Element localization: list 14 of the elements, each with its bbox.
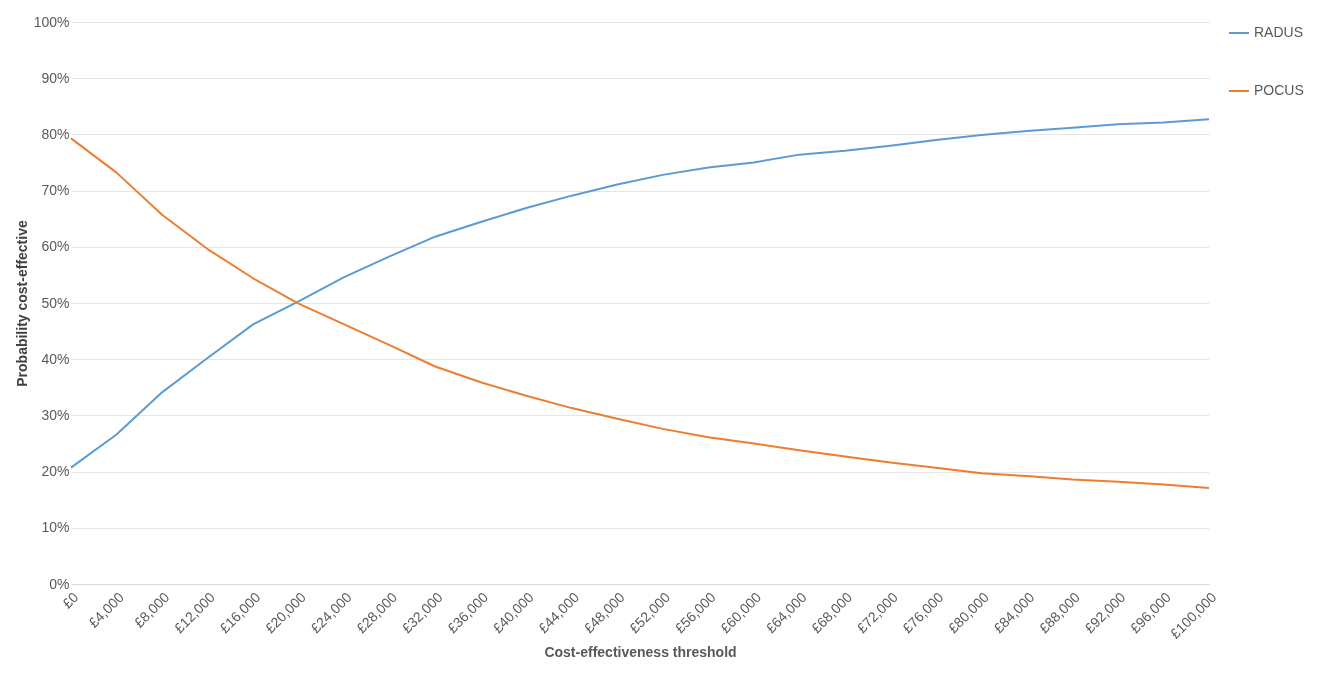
y-tick-label: 10%	[41, 519, 70, 536]
y-tick-label: 30%	[41, 406, 70, 423]
x-axis-title: Cost-effectiveness threshold	[544, 643, 737, 660]
y-tick-label: 60%	[41, 238, 70, 255]
y-tick-label: 90%	[41, 69, 70, 86]
y-tick-label: 50%	[41, 294, 70, 311]
legend-label: POCUS	[1254, 82, 1304, 98]
y-tick-label: 70%	[41, 182, 70, 199]
y-tick-label: 100%	[33, 13, 70, 30]
y-tick-label: 40%	[41, 350, 70, 367]
y-tick-label: 80%	[41, 125, 70, 142]
y-axis-title: Probability cost-effective	[13, 220, 30, 387]
y-tick-label: 20%	[41, 463, 70, 480]
legend-label: RADUS	[1254, 24, 1304, 40]
